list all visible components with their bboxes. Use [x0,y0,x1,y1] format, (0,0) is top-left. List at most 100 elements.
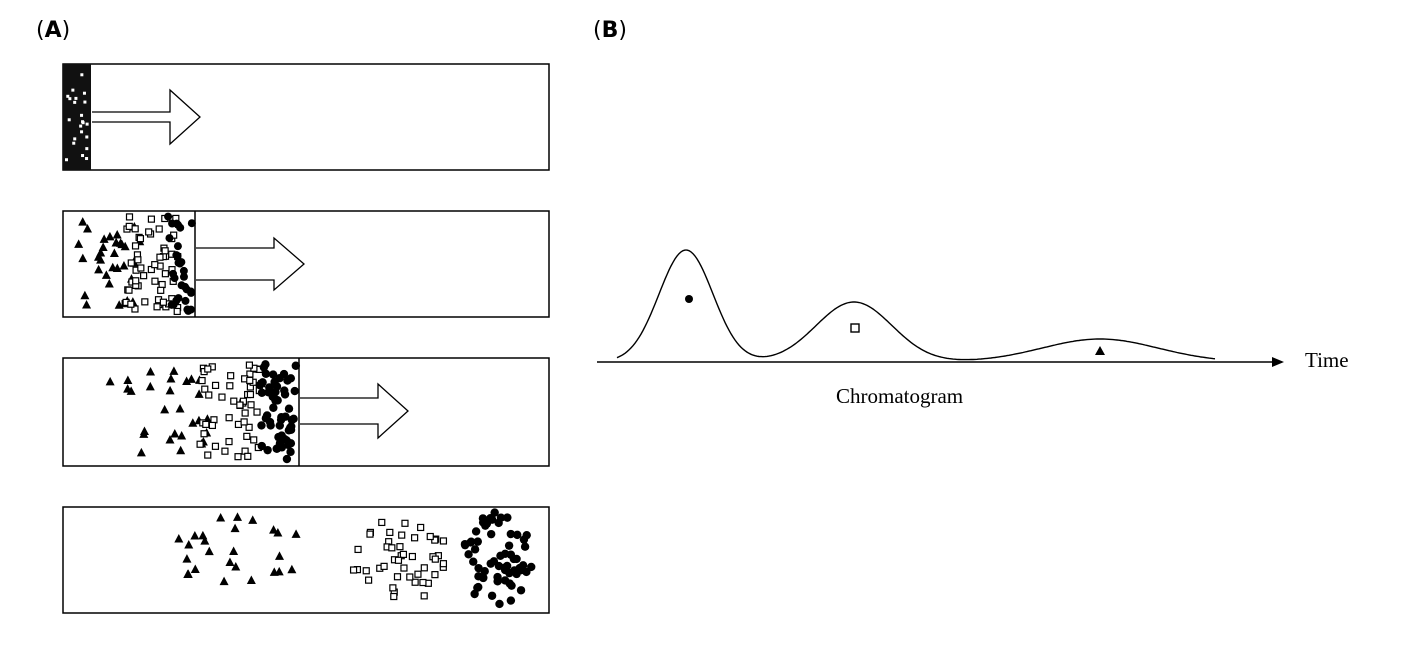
square-molecule [79,124,83,128]
square-molecule [161,247,169,255]
panel-label-a: (A) [36,18,70,43]
dot-molecule [479,573,488,583]
square-molecule [250,436,258,444]
square-molecule [230,397,238,405]
square-molecule [406,573,414,581]
dot-molecule [172,296,181,305]
dot-molecule [504,541,514,550]
square-molecule [227,372,235,380]
square-molecule [127,300,135,308]
square-molecule [72,141,76,145]
dot-molecule [464,550,473,559]
triangle-molecule [99,234,109,243]
square-molecule [419,578,427,587]
triangle-molecule [109,248,119,258]
dot-molecule [264,388,273,397]
square-molecule [401,519,409,527]
chromatogram-caption: Chromatogram [836,384,963,408]
dot-molecule [486,529,496,539]
dot-molecule [173,242,182,251]
square-molecule [205,391,213,399]
square-molecule [439,537,448,545]
square-molecule [362,567,370,575]
square-molecule [74,96,78,100]
triangle-molecule [225,557,235,566]
square-molecule [420,564,428,572]
square-molecule [431,555,439,563]
square-molecule [85,147,89,151]
paren-close: ) [618,18,627,43]
triangle-molecule [136,447,146,457]
square-molecule [151,277,159,285]
square-molecule [420,592,428,600]
dot-molecule [473,583,482,592]
square-molecule [225,437,233,446]
triangle-molecule [139,429,149,438]
dot-molecule [181,296,190,305]
triangle-molecule [82,299,92,309]
triangle-molecule [177,431,187,440]
dot-molecule [494,518,503,528]
square-molecule [388,544,396,552]
chromatogram: Time Chromatogram [597,249,1349,408]
square-molecule [246,390,255,399]
square-molecule [221,447,229,455]
square-molecule [127,259,135,267]
square-molecule [225,414,233,422]
dot-molecule [259,363,269,372]
triangle-molecule [123,375,133,385]
triangle-molecule [112,263,122,272]
triangle-molecule [287,564,297,574]
square-molecule [245,361,253,369]
square-molecule [198,376,206,385]
dot-molecule [486,559,495,568]
triangle-molecule [231,561,241,571]
dot-molecule [261,369,271,379]
square-molecule [204,451,212,459]
dot-molecule [280,390,290,399]
dot-molecule [263,445,272,455]
square-molecule [67,118,71,122]
dot-molecule [503,513,512,522]
dot-molecule [520,542,530,551]
dot-molecule [266,421,275,430]
square-molecule [201,385,209,393]
square-molecule [66,94,70,98]
square-molecule [393,573,402,581]
panel-letter: B [601,18,619,43]
triangle-molecule [165,434,175,444]
triangle-molecule [169,366,179,375]
panel-letter: A [44,18,62,43]
triangle-molecule [230,523,240,533]
dot-molecule [480,567,489,576]
paren-open: ( [593,18,602,43]
square-molecule [161,270,169,278]
triangle-molecule [246,575,256,585]
square-molecule [151,261,159,269]
square-molecule [147,215,156,223]
dot-molecule [186,305,195,314]
triangle-molecule [273,528,283,537]
triangle-molecule [94,264,104,274]
triangle-molecule [248,515,258,524]
triangle-molecule [146,366,156,376]
peak-3-triangle-marker [1095,346,1105,355]
column-stage-4 [62,506,550,614]
triangle-molecule [184,540,194,549]
square-molecule [431,571,439,579]
flow-arrow [92,88,201,146]
paren-open: ( [36,18,45,43]
square-molecule [83,100,87,104]
square-molecule [65,158,69,162]
square-molecule [134,256,142,264]
square-molecule [243,432,251,440]
dot-molecule [513,530,522,540]
dot-molecule [470,545,480,554]
triangle-molecule [190,564,200,574]
dot-molecule [257,421,266,430]
dot-molecule [257,441,266,451]
dot-molecule [172,219,181,228]
triangle-molecule [105,376,115,386]
dot-molecule [186,287,195,296]
square-molecule [226,382,234,390]
